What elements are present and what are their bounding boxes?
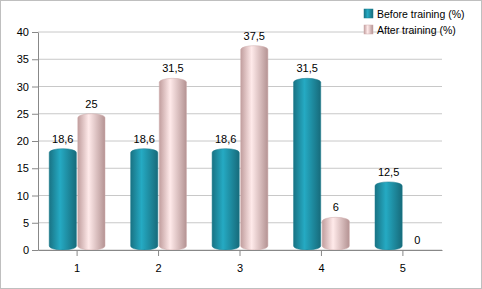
x-tick: 5 — [400, 250, 406, 274]
legend-label: Before training (%) — [377, 8, 465, 20]
bar — [131, 149, 158, 250]
x-tick-label: 3 — [237, 262, 243, 274]
grid — [38, 32, 442, 250]
y-tick: 35 — [17, 53, 38, 65]
y-tick-mark — [32, 59, 38, 60]
bar — [375, 182, 402, 250]
x-tick-mark — [240, 250, 241, 256]
y-tick: 10 — [17, 190, 38, 202]
y-tick-mark — [32, 196, 38, 197]
bar — [322, 217, 349, 250]
y-tick-mark — [32, 141, 38, 142]
legend: Before training (%) After training (%) — [364, 8, 465, 36]
data-label: 25 — [85, 98, 97, 110]
y-tick-mark — [32, 168, 38, 169]
y-tick: 0 — [23, 244, 38, 256]
data-label: 0 — [414, 234, 420, 246]
y-axis: 0 5 10 15 20 25 30 35 40 — [17, 26, 39, 256]
bar — [241, 46, 268, 250]
y-tick-label: 5 — [23, 217, 29, 229]
y-tick-label: 15 — [17, 162, 29, 174]
y-tick: 25 — [17, 108, 38, 120]
data-label: 31,5 — [296, 62, 317, 74]
chart-svg: 0 5 10 15 20 25 30 35 40 1 2 3 4 5 18,6 18,6 18,6 31,5 12,… — [0, 0, 482, 289]
y-tick: 40 — [17, 26, 38, 38]
bar — [49, 149, 76, 250]
bar — [294, 78, 321, 250]
chart-border — [1, 1, 482, 289]
x-tick-label: 5 — [400, 262, 406, 274]
grid-line — [38, 86, 442, 87]
grid-line — [38, 59, 442, 60]
bar — [212, 149, 239, 250]
data-label: 18,6 — [134, 133, 155, 145]
y-tick-mark — [32, 87, 38, 88]
data-label: 12,5 — [378, 166, 399, 178]
bar — [159, 78, 186, 250]
y-tick-label: 40 — [17, 26, 29, 38]
chart-container: 0 5 10 15 20 25 30 35 40 1 2 3 4 5 18,6 18,6 18,6 31,5 12,… — [0, 0, 482, 289]
x-tick-label: 4 — [318, 262, 324, 274]
data-label: 31,5 — [162, 62, 183, 74]
legend-label: After training (%) — [377, 24, 456, 36]
y-tick-label: 35 — [17, 53, 29, 65]
x-tick-mark — [402, 250, 403, 256]
y-tick-mark — [32, 32, 38, 33]
x-tick-mark — [158, 250, 159, 256]
x-tick: 4 — [318, 250, 324, 274]
y-tick-label: 20 — [17, 135, 29, 147]
y-tick: 30 — [17, 81, 38, 93]
legend-item: After training (%) — [364, 24, 456, 36]
x-axis: 1 2 3 4 5 — [39, 250, 443, 274]
x-tick-label: 1 — [74, 262, 80, 274]
bar — [78, 114, 105, 250]
legend-swatch — [364, 25, 373, 34]
legend-item: Before training (%) — [364, 8, 465, 20]
y-tick-label: 25 — [17, 108, 29, 120]
y-tick: 5 — [23, 217, 38, 229]
data-label: 18,6 — [215, 133, 236, 145]
y-tick: 15 — [17, 162, 38, 174]
y-tick-label: 0 — [23, 244, 29, 256]
data-labels: 18,6 18,6 18,6 31,5 12,5 25 31,5 37,5 6 0 — [52, 30, 420, 246]
bars — [49, 46, 402, 250]
x-tick-label: 2 — [155, 262, 161, 274]
x-tick: 3 — [237, 250, 243, 274]
y-tick-mark — [32, 250, 38, 251]
x-tick: 1 — [74, 250, 80, 274]
y-tick-label: 10 — [17, 190, 29, 202]
y-tick: 20 — [17, 135, 38, 147]
legend-swatch — [364, 9, 373, 18]
x-tick-mark — [77, 250, 78, 256]
plot-area: 0 5 10 15 20 25 30 35 40 1 2 3 4 5 18,6 18,6 18,6 31,5 12,… — [17, 26, 443, 274]
x-tick-mark — [321, 250, 322, 256]
y-axis-line — [38, 33, 39, 251]
y-tick-mark — [32, 223, 38, 224]
y-tick-mark — [32, 114, 38, 115]
data-label: 37,5 — [244, 30, 265, 42]
data-label: 18,6 — [52, 133, 73, 145]
y-tick-label: 30 — [17, 81, 29, 93]
bar — [404, 250, 431, 251]
data-label: 6 — [333, 201, 339, 213]
x-tick: 2 — [155, 250, 161, 274]
